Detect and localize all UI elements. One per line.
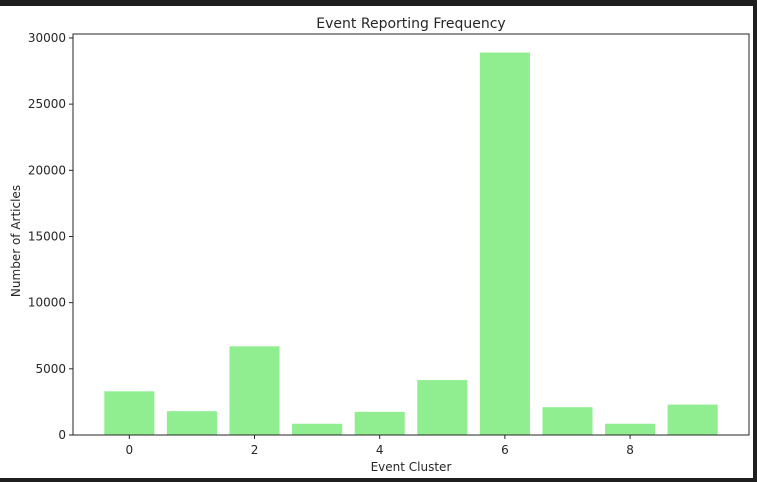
x-axis-label: Event Cluster bbox=[371, 460, 452, 474]
y-tick-label: 15000 bbox=[28, 229, 66, 243]
bar-cluster-7 bbox=[542, 407, 593, 435]
x-tick-label: 8 bbox=[626, 443, 634, 457]
y-tick-label: 0 bbox=[58, 428, 66, 442]
bar-cluster-9 bbox=[667, 404, 718, 435]
y-tick-label: 20000 bbox=[28, 163, 66, 177]
chart-title: Event Reporting Frequency bbox=[316, 16, 505, 32]
bar-chart: Event Reporting Frequency Number of Arti… bbox=[9, 16, 750, 474]
bars-group bbox=[104, 52, 718, 436]
x-tick-label: 6 bbox=[501, 443, 509, 457]
plot-frame bbox=[72, 33, 750, 436]
bar-cluster-6 bbox=[479, 52, 530, 436]
y-tick-label: 30000 bbox=[28, 31, 66, 45]
y-ticks-group: 0 5000 10000 15000 20000 25000 30000 bbox=[28, 31, 73, 442]
x-tick-label: 0 bbox=[126, 443, 134, 457]
x-ticks-group: 0 2 4 6 8 bbox=[126, 435, 634, 457]
bar-cluster-2 bbox=[229, 346, 280, 435]
bar-cluster-3 bbox=[292, 423, 343, 435]
bar-cluster-4 bbox=[354, 411, 405, 435]
y-tick-label: 25000 bbox=[28, 97, 66, 111]
y-tick-label: 5000 bbox=[35, 362, 66, 376]
bar-cluster-8 bbox=[605, 423, 656, 435]
bar-cluster-5 bbox=[417, 380, 468, 435]
x-tick-label: 4 bbox=[376, 443, 384, 457]
bar-cluster-1 bbox=[166, 411, 217, 435]
y-tick-label: 10000 bbox=[28, 296, 66, 310]
bar-cluster-0 bbox=[104, 391, 155, 435]
x-tick-label: 2 bbox=[251, 443, 259, 457]
y-axis-label: Number of Articles bbox=[9, 185, 23, 297]
chart-canvas: Event Reporting Frequency Number of Arti… bbox=[0, 6, 753, 478]
